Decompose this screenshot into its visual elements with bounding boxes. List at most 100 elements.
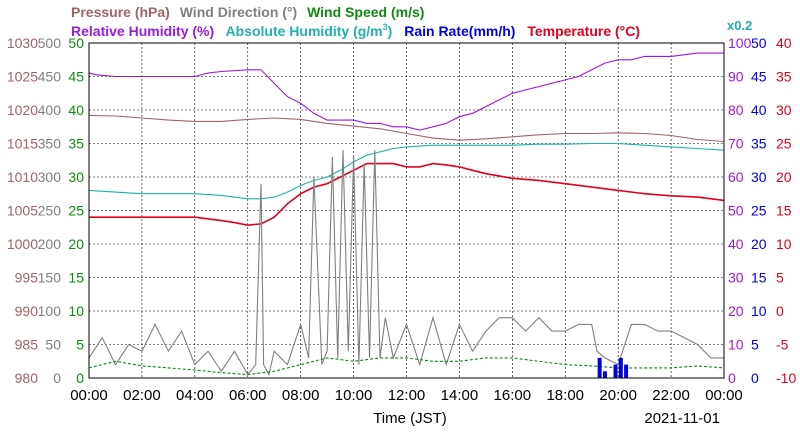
x-tick-label: 12:00 (388, 387, 426, 404)
y-tick-wind_speed: 15 (68, 270, 84, 286)
y-tick-pressure: 1025 (7, 69, 38, 85)
y-tick-temp: 20 (776, 169, 792, 185)
x-tick-label: 00:00 (705, 387, 743, 404)
x-tick-label: 00:00 (70, 387, 108, 404)
y-tick-rain: 30 (751, 169, 767, 185)
y-tick-temp: 0 (776, 303, 784, 319)
y-tick-temp: -10 (776, 370, 796, 386)
y-tick-rain: 50 (751, 35, 767, 51)
y-tick-rh: 40 (728, 236, 744, 252)
rain-bar (624, 364, 629, 378)
y-tick-wind_speed: 0 (76, 370, 84, 386)
y-tick-rain: 35 (751, 136, 767, 152)
y-tick-pressure: 1005 (7, 203, 38, 219)
y-tick-wind_dir: 0 (53, 370, 61, 386)
x-tick-label: 02:00 (123, 387, 161, 404)
y-tick-rh: 70 (728, 136, 744, 152)
y-tick-wind_dir: 400 (38, 102, 62, 118)
x-tick-label: 20:00 (599, 387, 637, 404)
y-tick-wind_dir: 350 (38, 136, 62, 152)
y-tick-rain: 40 (751, 102, 767, 118)
legend-wind-direction: Wind Direction (°) (180, 4, 297, 20)
plot-frame (88, 42, 725, 379)
y-tick-wind_dir: 50 (45, 337, 61, 353)
x-tick-label: 16:00 (494, 387, 532, 404)
series-line-temp (89, 162, 725, 227)
rain-bar (613, 364, 618, 378)
y-tick-wind_speed: 45 (68, 69, 84, 85)
legend-pressure: Pressure (hPa) (71, 4, 170, 20)
y-tick-wind_dir: 200 (38, 236, 62, 252)
y-tick-pressure: 980 (15, 370, 39, 386)
y-tick-rh: 60 (728, 169, 744, 185)
y-tick-wind_dir: 100 (38, 303, 62, 319)
y-tick-wind_dir: 500 (38, 35, 62, 51)
y-tick-temp: 30 (776, 102, 792, 118)
x-axis: 00:00 02:00 04:00 06:00 08:00 10:00 12:00 14:00… (70, 387, 743, 404)
y-tick-temp: 35 (776, 69, 792, 85)
y-tick-rain: 20 (751, 236, 767, 252)
series-line-ah (88, 142, 725, 200)
y-tick-wind_speed: 50 (68, 35, 84, 51)
y-tick-rh: 10 (728, 337, 744, 353)
y-tick-wind_speed: 10 (68, 303, 84, 319)
y-tick-rh: 0 (728, 370, 736, 386)
legend-row-2: Relative Humidity (%) Absolute Humidity … (71, 22, 640, 39)
y-tick-rain: 15 (751, 270, 767, 286)
legend-wind-speed: Wind Speed (m/s) (307, 4, 424, 20)
y-tick-rh: 100 (728, 35, 752, 51)
y-tick-wind_speed: 35 (68, 136, 84, 152)
y-tick-pressure: 1015 (7, 136, 38, 152)
y-tick-rh: 80 (728, 102, 744, 118)
y-tick-temp: 40 (776, 35, 792, 51)
legend-row-1: Pressure (hPa) Wind Direction (°) Wind S… (71, 4, 424, 20)
y-tick-wind_dir: 300 (38, 169, 62, 185)
x-tick-label: 18:00 (546, 387, 584, 404)
x-tick-label: 06:00 (229, 387, 267, 404)
y-tick-pressure: 1030 (7, 35, 38, 51)
y-tick-wind_dir: 250 (38, 203, 62, 219)
legend-absolute-humidity: Absolute Humidity (g/m (226, 23, 383, 39)
y-tick-pressure: 995 (15, 270, 39, 286)
y-tick-rain: 45 (751, 69, 767, 85)
y-axes: 1030102510201015101010051000995990985980… (7, 35, 797, 386)
x-tick-label: 14:00 (441, 387, 479, 404)
y-tick-rh: 30 (728, 270, 744, 286)
x-axis-label: Time (JST) (373, 410, 447, 427)
y-tick-wind_dir: 450 (38, 69, 62, 85)
y-tick-temp: 10 (776, 236, 792, 252)
y-tick-rain: 25 (751, 203, 767, 219)
legend-temperature: Temperature (°C) (527, 23, 640, 39)
grid (89, 43, 724, 378)
y-tick-wind_speed: 25 (68, 203, 84, 219)
x-tick-label: 04:00 (176, 387, 214, 404)
y-tick-pressure: 985 (15, 337, 39, 353)
legend-ah-scale: x0.2 (727, 18, 752, 33)
rain-bar (597, 357, 602, 378)
y-tick-temp: -5 (776, 337, 789, 353)
y-tick-wind_speed: 20 (68, 236, 84, 252)
x-tick-label: 10:00 (335, 387, 373, 404)
y-tick-pressure: 1000 (7, 236, 38, 252)
y-tick-rain: 10 (751, 303, 767, 319)
legend-absolute-humidity-sup: 3 (383, 22, 388, 32)
y-tick-temp: 5 (776, 270, 784, 286)
legend-absolute-humidity-close: ) (388, 23, 393, 39)
series-line-rh (88, 52, 724, 131)
y-tick-temp: 15 (776, 203, 792, 219)
series-line-wind_speed (88, 357, 725, 376)
x-tick-label: 08:00 (282, 387, 320, 404)
plot-area (88, 52, 725, 378)
chart-date: 2021-11-01 (644, 410, 720, 427)
y-tick-wind_speed: 5 (76, 337, 84, 353)
legend-rain-rate: Rain Rate(mm/h) (404, 23, 515, 39)
y-tick-wind_speed: 30 (68, 169, 84, 185)
series-line-pressure (88, 114, 725, 143)
y-tick-pressure: 990 (15, 303, 39, 319)
y-tick-rain: 5 (751, 337, 759, 353)
y-tick-pressure: 1010 (7, 169, 38, 185)
rain-bar (618, 357, 623, 378)
series-line-wind_dir (88, 150, 724, 377)
